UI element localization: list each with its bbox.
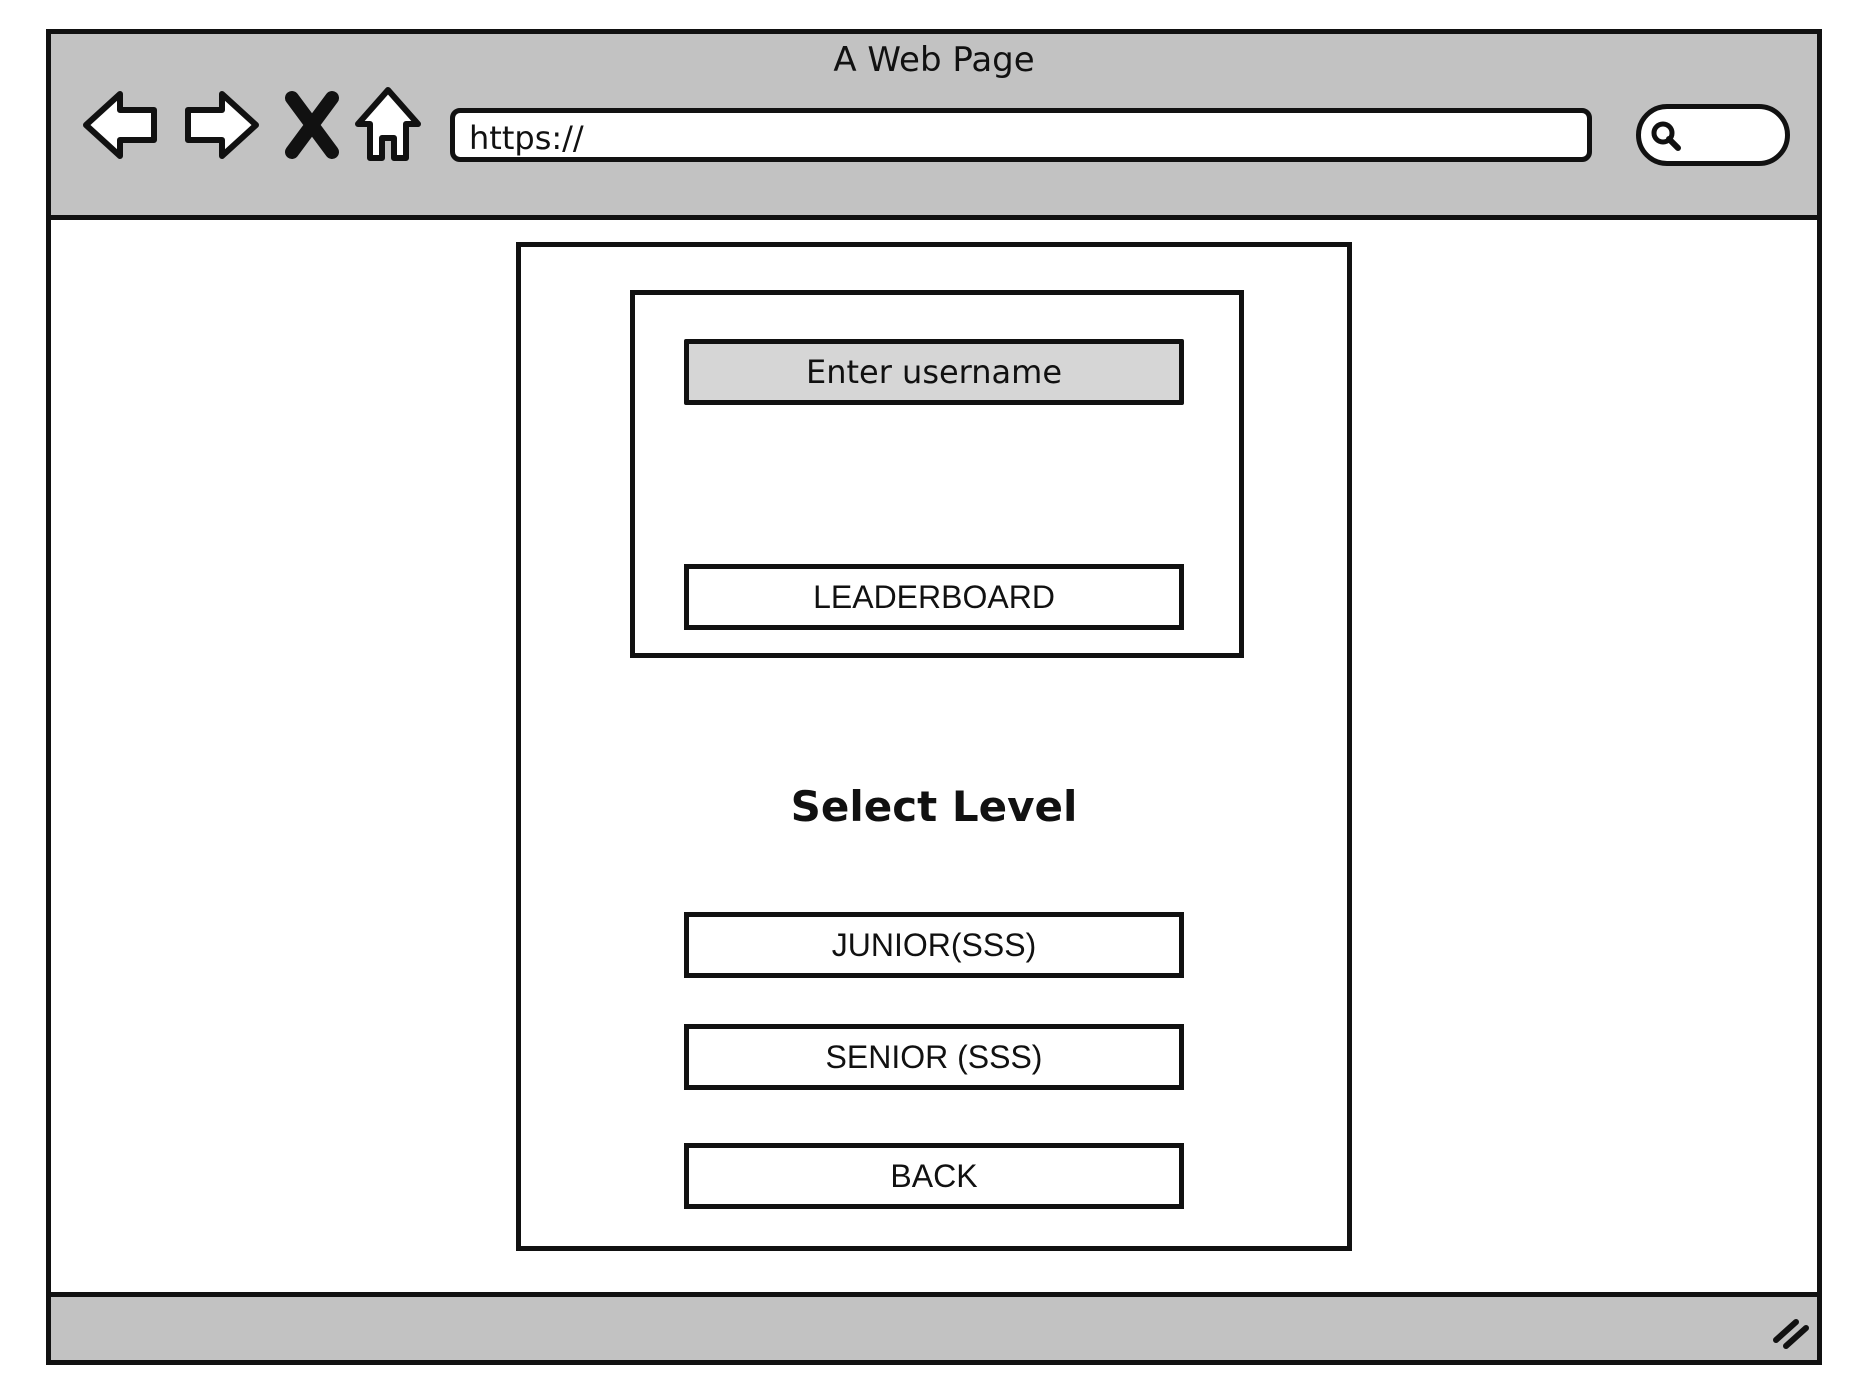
select-level-heading: Select Level — [790, 782, 1078, 831]
home-icon[interactable] — [352, 82, 424, 168]
junior-level-button-label: JUNIOR(SSS) — [831, 927, 1037, 963]
senior-level-button[interactable]: SENIOR (SSS) — [684, 1024, 1184, 1090]
browser-statusbar — [46, 1292, 1822, 1365]
address-bar[interactable]: https:// — [450, 108, 1592, 162]
resize-grip-icon[interactable] — [1770, 1314, 1812, 1350]
search-icon — [1651, 121, 1681, 151]
close-icon[interactable] — [282, 82, 342, 168]
leaderboard-button[interactable]: LEADERBOARD — [684, 564, 1184, 630]
window-title: A Web Page — [833, 40, 1035, 80]
forward-arrow-icon[interactable] — [178, 82, 262, 168]
address-bar-text: https:// — [469, 119, 584, 157]
back-button[interactable]: BACK — [684, 1143, 1184, 1209]
senior-level-button-label: SENIOR (SSS) — [825, 1039, 1043, 1075]
leaderboard-button-label: LEADERBOARD — [813, 579, 1055, 615]
back-arrow-icon[interactable] — [80, 82, 164, 168]
username-input[interactable] — [684, 339, 1184, 405]
junior-level-button[interactable]: JUNIOR(SSS) — [684, 912, 1184, 978]
back-button-label: BACK — [890, 1158, 978, 1194]
